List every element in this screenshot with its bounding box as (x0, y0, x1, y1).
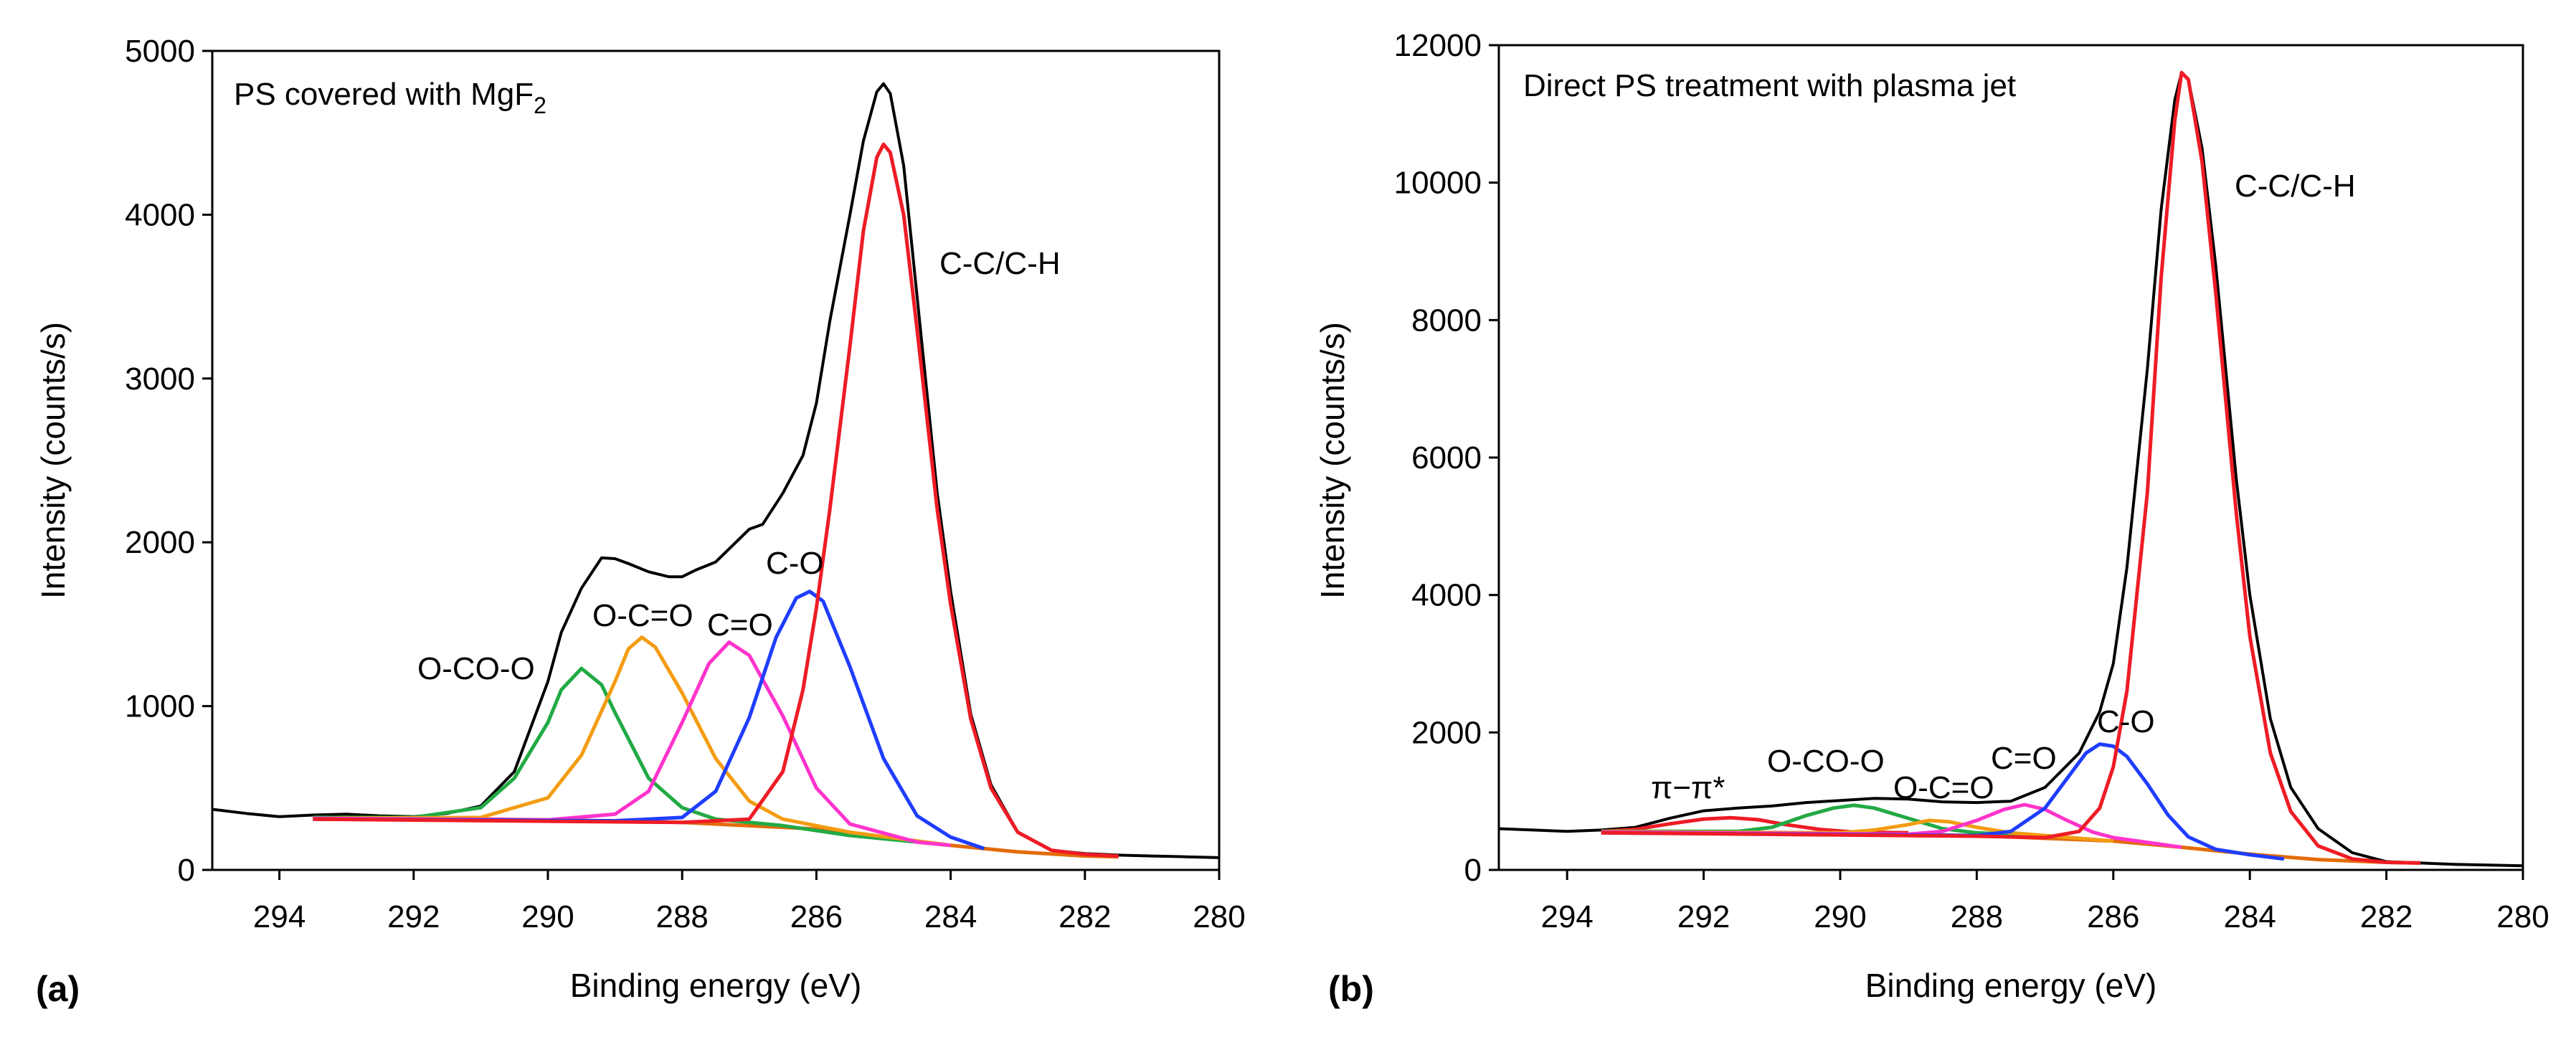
panel-a-title-text: PS covered with MgF (234, 77, 534, 112)
series-line-background (313, 815, 1119, 859)
panel-b-label: (b) (1328, 969, 1374, 1009)
x-tick-label: 284 (924, 899, 977, 934)
y-tick-label: 2000 (125, 525, 195, 560)
x-tick-label: 282 (2360, 899, 2412, 934)
panel-b-annotation-ccch: C-C/C-H (2235, 169, 2356, 204)
y-tick-label: 6000 (1411, 440, 1482, 475)
panel-b-annotation-o-c-double-o: O-C=O (1893, 770, 1994, 805)
y-tick-label: 0 (178, 853, 195, 888)
x-tick-label: 286 (790, 899, 843, 934)
panel-b-annotation-pi-pi: π−π* (1651, 770, 1725, 805)
y-tick-label: 12000 (1394, 28, 1482, 63)
series-line-c-o (313, 589, 985, 851)
x-tick-label: 292 (1677, 899, 1730, 934)
panel-a-annotation-c-double-o: C=O (707, 607, 773, 643)
panel-a-y-axis-label: Intensity (counts/s) (34, 322, 72, 599)
panel-b-annotation-o-co-o: O-CO-O (1767, 744, 1885, 779)
series-line-o-c-o (313, 635, 951, 848)
panel-b-annotation-c-double-o: C=O (1991, 741, 2057, 776)
series-line-pi-pi (1601, 815, 1909, 835)
x-tick-label: 282 (1059, 899, 1111, 934)
panel-a-title-subscript: 2 (534, 93, 546, 118)
panel-b-annotations: C-C/C-H C-O C=O O-C=O O-CO-O π−π* (1651, 169, 2356, 805)
series-line-c-c-c-h (313, 142, 1119, 858)
panel-b-chart: 0 2000 4000 6000 8000 10000 12000 294 292 290 288… (1314, 28, 2549, 1009)
panel-a-x-axis-label: Binding energy (eV) (570, 967, 862, 1004)
panel-a-plot-frame (211, 49, 1221, 871)
panel-a-annotation-ccch: C-C/C-H (939, 246, 1061, 281)
y-tick-label: 1000 (125, 689, 195, 724)
panel-a-title: PS covered with MgF2 (234, 77, 546, 118)
y-tick-label: 8000 (1411, 303, 1482, 338)
panel-b-x-axis-label: Binding energy (eV) (1865, 967, 2157, 1004)
series-line-measured-spectrum (212, 82, 1220, 859)
x-tick-label: 288 (655, 899, 708, 934)
x-tick-label: 294 (1540, 899, 1593, 934)
series-line-c-o (1601, 802, 2182, 849)
panel-b-series (1498, 70, 2524, 868)
x-tick-label: 286 (2087, 899, 2139, 934)
y-tick-label: 3000 (125, 361, 195, 397)
series-line-c-o (313, 640, 951, 848)
panel-b-title: Direct PS treatment with plasma jet (1523, 68, 2016, 103)
x-tick-label: 294 (253, 899, 306, 934)
x-tick-label: 280 (1193, 899, 1245, 934)
y-tick-label: 4000 (125, 197, 195, 232)
panel-a-annotation-o-c-double-o: O-C=O (592, 598, 693, 633)
x-tick-label: 284 (2223, 899, 2276, 934)
x-tick-label: 290 (521, 899, 574, 934)
panel-a-y-ticks: 0 1000 2000 3000 4000 5000 (125, 34, 212, 888)
panel-a-annotation-co: C-O (766, 546, 824, 581)
x-tick-label: 288 (1951, 899, 2003, 934)
panel-b-annotation-co: C-O (2097, 704, 2155, 739)
y-tick-label: 10000 (1394, 166, 1482, 201)
panel-a-chart: 0 1000 2000 3000 4000 5000 294 292 290 288 286 284… (34, 34, 1246, 1009)
panel-a-label: (a) (36, 969, 80, 1009)
series-line-c-o (1601, 742, 2285, 861)
panel-a-annotation-o-co-o: O-CO-O (417, 651, 535, 686)
panel-b-x-ticks: 294 292 290 288 286 284 282 280 (1540, 870, 2549, 934)
series-line-measured-spectrum (1498, 71, 2524, 868)
y-tick-label: 5000 (125, 34, 195, 69)
panel-a-x-ticks: 294 292 290 288 286 284 282 280 (253, 870, 1246, 934)
x-tick-label: 280 (2496, 899, 2549, 934)
series-line-o-co-o (313, 666, 951, 848)
y-tick-label: 2000 (1411, 715, 1482, 750)
x-tick-label: 292 (387, 899, 440, 934)
panel-b-y-axis-label: Intensity (counts/s) (1314, 322, 1351, 599)
y-tick-label: 0 (1464, 853, 1482, 888)
panel-a-annotations: C-C/C-H C-O C=O O-C=O O-CO-O (417, 246, 1061, 686)
panel-b-y-ticks: 0 2000 4000 6000 8000 10000 12000 (1394, 28, 1499, 888)
y-tick-label: 4000 (1411, 578, 1482, 613)
series-line-o-co-o (1601, 803, 2045, 838)
series-line-c-c-c-h (1601, 70, 2421, 865)
panel-a-series (212, 82, 1220, 859)
series-line-o-c-o (1601, 818, 2114, 843)
x-tick-label: 290 (1814, 899, 1866, 934)
